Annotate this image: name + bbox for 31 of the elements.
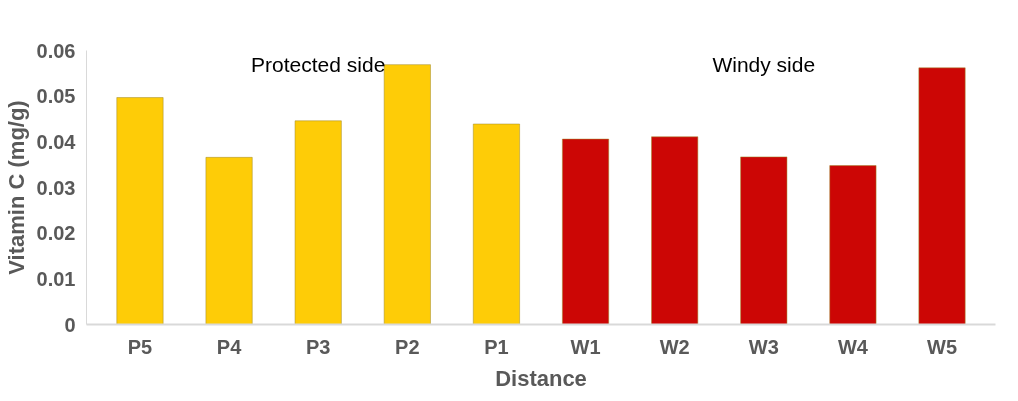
y-tick-label: 0.01 xyxy=(36,267,76,290)
x-tick-label: W3 xyxy=(748,335,779,358)
bar xyxy=(918,67,966,325)
bar xyxy=(383,64,431,325)
x-tick-label: P5 xyxy=(127,335,153,358)
x-tick-label: P1 xyxy=(484,335,509,358)
x-tick-label: W4 xyxy=(837,335,869,358)
annotation: Windy side xyxy=(712,52,816,76)
y-tick-label: 0.05 xyxy=(36,85,76,108)
x-tick-label: P3 xyxy=(305,335,331,358)
bar xyxy=(116,97,164,325)
y-axis-title: Vitamin C (mg/g) xyxy=(3,100,29,275)
x-tick-label: W2 xyxy=(659,335,690,358)
bar xyxy=(829,165,877,325)
y-tick-label: 0 xyxy=(64,313,76,336)
y-tick-label: 0.04 xyxy=(36,130,77,153)
bar xyxy=(294,120,342,325)
x-tick-label: P2 xyxy=(395,335,420,358)
y-tick-label: 0.02 xyxy=(36,222,76,245)
x-tick-label: W5 xyxy=(927,335,958,358)
bar xyxy=(561,138,610,325)
y-tick-label: 0.03 xyxy=(36,176,76,199)
bar xyxy=(740,156,788,325)
bar xyxy=(651,136,699,325)
annotation: Protected side xyxy=(251,52,386,76)
bar xyxy=(472,123,521,325)
x-tick-label: W1 xyxy=(570,335,601,358)
x-tick-label: P4 xyxy=(216,335,243,358)
x-axis-title: Distance xyxy=(495,365,587,391)
y-tick-label: 0.06 xyxy=(36,39,76,62)
bar xyxy=(205,156,253,325)
